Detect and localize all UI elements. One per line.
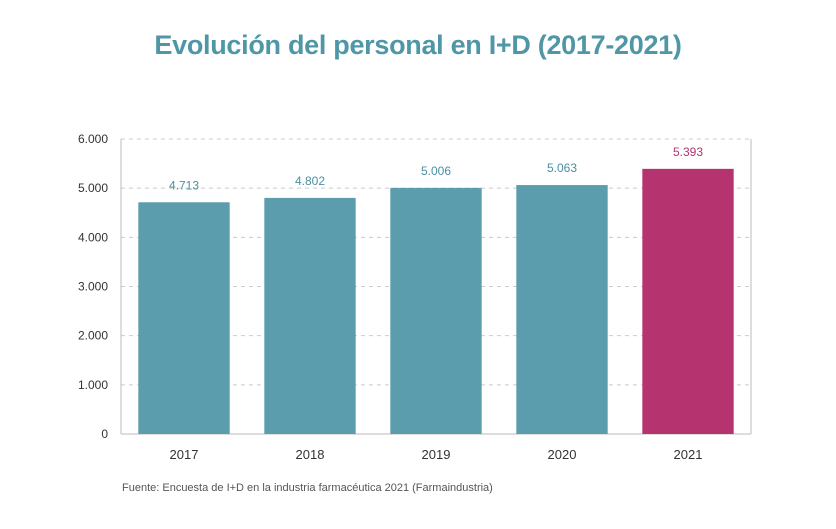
bar-2020 [516, 185, 608, 434]
data-label-2021: 5.393 [673, 145, 703, 159]
x-tick-label-2019: 2019 [422, 447, 451, 462]
y-tick-label: 4.000 [78, 230, 108, 244]
data-label-2018: 4.802 [295, 174, 325, 188]
y-tick-label: 3.000 [78, 280, 108, 294]
bar-2017 [138, 202, 230, 434]
data-label-2020: 5.063 [547, 161, 577, 175]
data-label-2019: 5.006 [421, 164, 451, 178]
data-label-2017: 4.713 [169, 178, 199, 192]
x-tick-label-2017: 2017 [170, 447, 199, 462]
bar-2021 [642, 168, 734, 434]
y-tick-label: 2.000 [78, 329, 108, 343]
y-tick-label: 0 [101, 427, 108, 441]
y-tick-label: 1.000 [78, 378, 108, 392]
bar-2019 [390, 187, 482, 434]
y-tick-label: 6.000 [78, 132, 108, 146]
y-tick-label: 5.000 [78, 181, 108, 195]
source-note: Fuente: Encuesta de I+D en la industria … [122, 482, 493, 494]
x-tick-label-2018: 2018 [296, 447, 325, 462]
chart-title: Evolución del personal en I+D (2017-2021… [154, 30, 682, 60]
x-tick-label-2021: 2021 [674, 447, 703, 462]
x-tick-label-2020: 2020 [548, 447, 577, 462]
bar-2018 [264, 197, 356, 434]
